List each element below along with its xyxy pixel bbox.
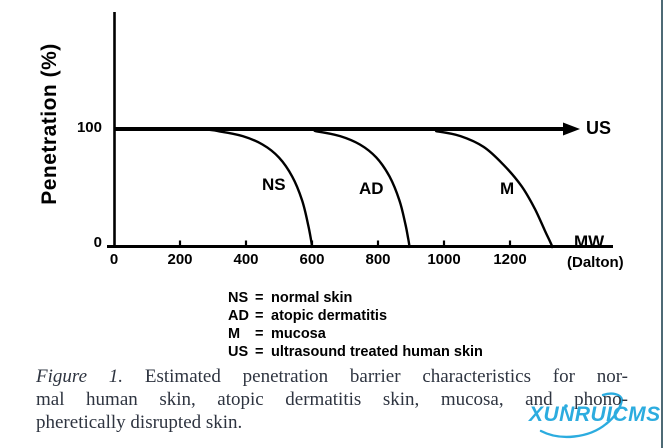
caption-line: mal human skin, atopic dermatitis skin, … [36,389,628,410]
x-axis-unit-bottom: (Dalton) [567,254,624,271]
x-tick-label: 1200 [493,251,527,268]
legend-abbr: M [228,326,241,342]
x-tick-label: 800 [365,251,391,268]
legend-equals: = [255,344,264,360]
curve-label-ns: NS [262,175,286,194]
y-tick-label-100: 100 [76,119,102,136]
caption-line: Figure 1. Estimated penetration barrier … [36,366,628,387]
x-tick-label: 0 [109,251,119,268]
legend-abbr: NS [228,290,249,306]
x-tick-label: 200 [167,251,193,268]
legend-abbr: US [228,344,249,360]
figure-caption: Figure 1. Estimated penetration barrier … [36,365,628,434]
watermark-swoosh [539,392,624,439]
legend-equals: = [255,326,264,342]
legend-equals: = [255,290,264,306]
legend-item: US = ultrasound treated human skin [228,343,483,361]
legend-item: NS = normal skin [228,289,483,307]
caption-line: pheretically disrupted skin. [36,412,243,433]
legend-item: M = mucosa [228,325,483,343]
legend-text: atopic dermatitis [271,308,388,324]
chart-legend: NS = normal skin AD = atopic dermatitis M = muco… [228,289,483,361]
legend-text: mucosa [271,326,326,342]
legend-abbr: AD [228,308,249,324]
watermark-text: XUNRUICMS [529,403,661,426]
x-tick-label: 600 [299,251,325,268]
legend-text: ultrasound treated human skin [271,344,483,360]
y-tick-label-0: 0 [93,234,102,251]
legend-text: normal skin [271,290,353,306]
caption-figure-label: Figure 1. [36,366,124,387]
y-axis-title: Penetration (%) [38,43,61,205]
curve-label-us: US [586,118,612,138]
us-arrowhead [563,122,580,136]
curve-label-m: M [500,179,515,198]
x-tick-labels: 0 200 400 600 800 1000 1200 [0,251,666,268]
legend-equals: = [255,308,264,324]
x-axis-unit-top: MW [574,232,605,251]
curve-m [113,127,555,249]
legend-item: AD = atopic dermatitis [228,307,483,325]
x-tick-label: 400 [233,251,259,268]
curve-label-ad: AD [359,179,384,198]
x-tick-label: 1000 [427,251,461,268]
page-right-border [661,0,663,448]
